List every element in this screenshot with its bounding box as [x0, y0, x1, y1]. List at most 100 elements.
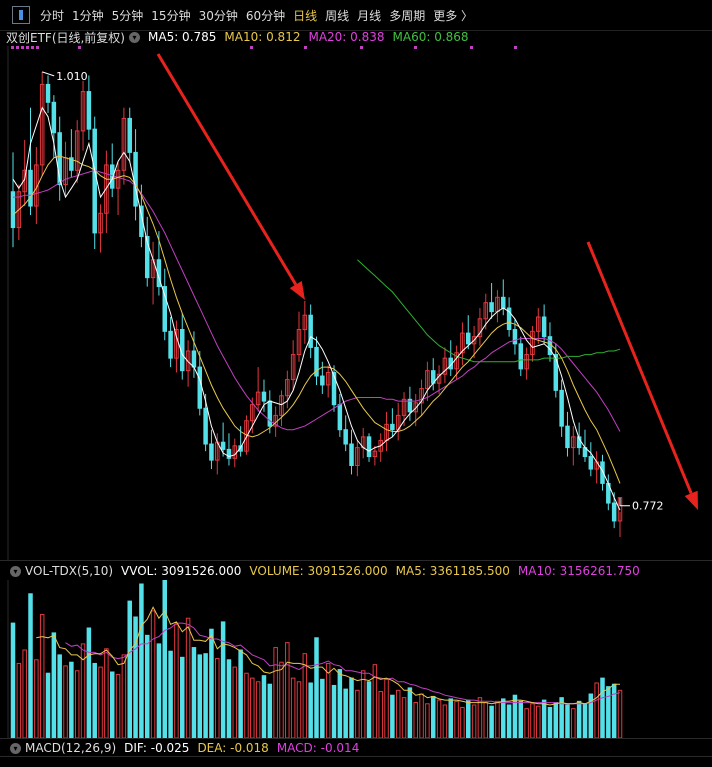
tab-timeframe-8[interactable]: 月线 [357, 8, 382, 23]
candle-50 [302, 300, 308, 344]
tab-timeframe-0[interactable]: 分时 [40, 8, 65, 23]
volume-bar-73 [436, 699, 442, 738]
marker-9 [360, 46, 363, 49]
candle-47 [285, 370, 290, 409]
candle-27 [168, 316, 173, 368]
candle-85 [506, 297, 512, 337]
volume-title: VOL-TDX(5,10) [25, 564, 114, 578]
candle-63 [378, 433, 383, 462]
volume-chart[interactable] [0, 580, 712, 738]
candle-body [477, 318, 483, 338]
candle-body [413, 402, 418, 413]
volume-bar-52 [314, 637, 319, 738]
candle-87 [518, 336, 524, 377]
tab-timeframe-6[interactable]: 日线 [293, 8, 318, 23]
volume-bar-82 [489, 705, 494, 738]
candle-body [302, 314, 308, 331]
tab-timeframe-9[interactable]: 多周期 [389, 8, 426, 23]
candle-9 [63, 141, 68, 198]
candle-body [378, 439, 383, 452]
ma-legend: MA5: 0.785 MA10: 0.812 MA20: 0.838 MA60: 0.… [144, 30, 473, 44]
candle-body [104, 164, 109, 214]
candle-body [250, 404, 255, 422]
volume-bar-68 [407, 687, 413, 738]
arrow-shaft [586, 241, 693, 494]
tab-timeframe-4[interactable]: 30分钟 [198, 8, 238, 23]
candle-body [565, 425, 570, 449]
volume-bar-29 [180, 656, 185, 738]
candle-body [483, 302, 489, 320]
volume-bar-65 [390, 694, 395, 738]
volume-bar-76 [454, 700, 459, 738]
candle-11 [74, 120, 80, 183]
tab-timeframe-3[interactable]: 15分钟 [151, 8, 191, 23]
candle-body [337, 404, 343, 431]
tab-timeframe-5[interactable]: 60分钟 [245, 8, 286, 23]
candle-26 [162, 268, 168, 341]
volume-bar-95 [565, 704, 570, 738]
volume-bar-12 [80, 643, 86, 738]
candle-body [267, 400, 273, 427]
marker-10 [414, 46, 417, 49]
candle-body [530, 330, 535, 356]
volume-bar-102 [606, 686, 611, 738]
volume-bar-83 [495, 700, 500, 738]
volume-bar-54 [325, 662, 331, 738]
volume-bar-98 [582, 703, 588, 738]
arrow-head [684, 490, 698, 510]
candle-79 [471, 325, 477, 359]
candle-body [355, 447, 360, 466]
volume-bar-49 [296, 681, 302, 738]
candle-body [168, 330, 173, 359]
candle-16 [104, 150, 109, 233]
volume-bar-6 [45, 672, 51, 738]
candle-body [162, 286, 168, 332]
timeframe-tabs: 分时 1分钟 5分钟 15分钟 30分钟 60分钟 日线 周线 月线 多周期 更多 〉 [36, 7, 477, 24]
volume-bar-38 [232, 666, 238, 738]
tab-timeframe-1[interactable]: 1分钟 [72, 8, 104, 23]
price-chart[interactable]: 1.010 0.772 [0, 46, 712, 560]
macd-legend-item-1: DEA: -0.018 [197, 741, 269, 755]
marker-2 [21, 46, 24, 49]
tab-timeframe-7[interactable]: 周线 [325, 8, 350, 23]
candle-body [45, 83, 51, 103]
volume-legend-item-0: VVOL: 3091526.000 [121, 564, 242, 578]
marker-12 [514, 46, 517, 49]
volume-bar-19 [121, 654, 127, 738]
candle-body [588, 456, 594, 470]
candle-48 [290, 340, 296, 391]
candle-body [127, 117, 132, 153]
panel-divider-2 [0, 738, 712, 739]
collapse-volume-icon[interactable]: ▾ [10, 565, 21, 577]
candle-body [541, 316, 547, 338]
volume-bar-16 [104, 648, 109, 738]
candle-74 [442, 347, 448, 384]
volume-bar-26 [162, 580, 168, 738]
tab-timeframe-10[interactable]: 更多 〉 [433, 8, 474, 23]
volume-bar-27 [168, 650, 173, 738]
high-price-label: 1.010 [56, 70, 88, 83]
candle-56 [337, 393, 343, 437]
panel-divider [0, 560, 712, 561]
volume-bar-10 [69, 661, 74, 738]
trend-arrow-2 [586, 241, 698, 510]
volume-bar-100 [594, 682, 599, 738]
candle-96 [571, 426, 576, 466]
volume-bar-30 [185, 617, 191, 738]
tab-timeframe-2[interactable]: 5分钟 [111, 8, 144, 23]
collapse-macd-icon[interactable]: ▾ [10, 742, 21, 754]
candle-72 [430, 358, 436, 391]
candle-62 [372, 445, 378, 466]
candle-body [16, 191, 22, 229]
candle-body [425, 370, 430, 390]
candle-65 [390, 408, 395, 437]
candle-37 [226, 433, 232, 466]
candle-101 [600, 454, 605, 491]
sidebar-toggle-icon[interactable] [12, 6, 30, 24]
candle-33 [203, 393, 208, 452]
collapse-price-icon[interactable]: ▾ [129, 31, 140, 43]
volume-bar-62 [372, 664, 378, 738]
candle-30 [185, 340, 191, 387]
volume-bar-90 [536, 705, 541, 738]
volume-bar-34 [209, 628, 214, 738]
